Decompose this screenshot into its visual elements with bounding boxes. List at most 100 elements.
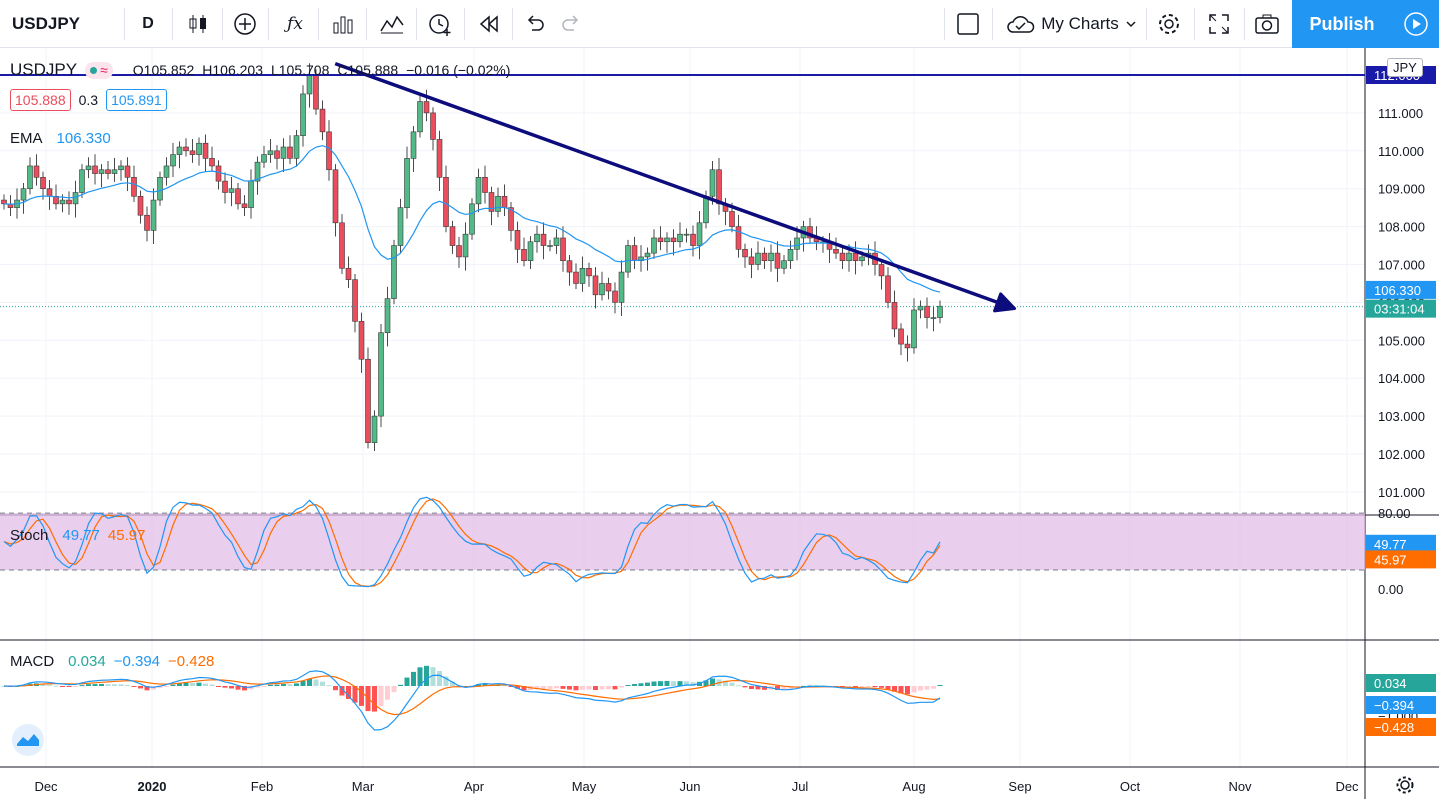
macd-histogram-bar bbox=[372, 686, 377, 712]
camera-snapshot-icon[interactable] bbox=[1252, 0, 1282, 48]
candle-body bbox=[150, 199, 157, 231]
macd-histogram-bar bbox=[417, 667, 423, 686]
candle-body bbox=[599, 283, 605, 296]
candle-body bbox=[274, 150, 280, 159]
legend-status-dot-icon[interactable]: ≈ bbox=[85, 61, 113, 79]
macd-histogram-bar bbox=[918, 686, 923, 691]
candle-body bbox=[586, 267, 592, 277]
bid-price[interactable]: 105.888 bbox=[10, 89, 71, 111]
candle-body bbox=[189, 150, 196, 155]
trendline[interactable] bbox=[334, 61, 1017, 313]
macd-histogram-bar bbox=[664, 680, 670, 686]
toolbar-divider bbox=[1146, 8, 1147, 40]
macd-histogram-bar bbox=[515, 686, 520, 689]
candle-body bbox=[423, 101, 430, 114]
macd-histogram-bar bbox=[203, 683, 208, 686]
macd-histogram-bar bbox=[476, 684, 481, 686]
candle-body bbox=[287, 146, 293, 159]
macd-histogram-bar bbox=[255, 686, 260, 688]
macd-histogram-bar bbox=[723, 680, 728, 686]
symbol-search-button[interactable]: USDJPY bbox=[12, 14, 81, 33]
chart-type-candles-icon[interactable] bbox=[184, 0, 212, 48]
my-charts-button[interactable]: My Charts bbox=[1000, 0, 1142, 48]
price-tick-label: 103.000 bbox=[1378, 409, 1425, 424]
macd-histogram-bar bbox=[138, 686, 143, 689]
candle-body bbox=[768, 252, 774, 262]
candle-body bbox=[748, 256, 755, 265]
macd-histogram-bar bbox=[125, 685, 130, 687]
replay-icon[interactable] bbox=[476, 0, 502, 48]
compare-chart-icon[interactable] bbox=[378, 0, 406, 48]
time-axis-settings-icon[interactable] bbox=[1396, 776, 1414, 794]
macd-histogram-bar bbox=[911, 686, 917, 693]
compare-add-icon[interactable] bbox=[232, 0, 258, 48]
macd-hist-tag: 0.034 bbox=[1374, 676, 1407, 691]
horizontal-line[interactable] bbox=[0, 74, 1365, 308]
publish-button[interactable]: Publish bbox=[1292, 0, 1392, 48]
ema-legend-label[interactable]: EMA bbox=[10, 130, 43, 147]
price-tick-label: 107.000 bbox=[1378, 258, 1425, 273]
layout-square-icon[interactable] bbox=[954, 0, 982, 48]
macd-histogram-bar bbox=[112, 684, 117, 686]
macd-histogram-bar bbox=[905, 686, 910, 695]
indicators-fx-icon[interactable]: ƒx bbox=[287, 14, 303, 34]
candle-body bbox=[514, 230, 521, 250]
redo-icon[interactable] bbox=[558, 0, 584, 48]
currency-badge[interactable]: JPY bbox=[1387, 58, 1423, 77]
candle-body bbox=[898, 328, 904, 345]
candle-body bbox=[66, 199, 72, 205]
macd-histogram-bar bbox=[742, 686, 748, 688]
templates-icon[interactable] bbox=[330, 0, 356, 48]
candle-body bbox=[410, 131, 417, 159]
macd-histogram-bar bbox=[222, 686, 228, 688]
undo-icon[interactable] bbox=[522, 0, 548, 48]
toolbar-divider bbox=[944, 8, 945, 40]
chart-canvas[interactable]: 111.000110.000109.000108.000107.000106.0… bbox=[0, 48, 1439, 799]
macd-histogram-bar bbox=[209, 684, 215, 686]
macd-histogram-bar bbox=[450, 681, 455, 686]
macd-histogram-bar bbox=[157, 686, 163, 689]
macd-histogram-bar bbox=[502, 685, 507, 687]
macd-hist-tag-bg bbox=[1366, 674, 1436, 692]
stoch-tick-label: 80.00 bbox=[1378, 506, 1411, 521]
play-circle-icon[interactable] bbox=[1392, 0, 1439, 48]
candle-body bbox=[625, 245, 631, 273]
fullscreen-icon[interactable] bbox=[1204, 0, 1234, 48]
candle-body bbox=[248, 180, 254, 208]
interval-button[interactable]: D bbox=[142, 15, 154, 32]
time-axis[interactable]: Dec 2020 Feb Mar Apr May Jun Jul Aug Sep Oct Nov Dec bbox=[34, 779, 1359, 794]
candle-body bbox=[508, 207, 514, 231]
macd-histogram-bar bbox=[651, 681, 657, 686]
macd-histogram-bar bbox=[658, 681, 663, 686]
candle-body bbox=[241, 203, 248, 208]
candle-body bbox=[787, 249, 794, 262]
candle-body bbox=[170, 154, 176, 167]
macd-histogram-bar bbox=[619, 686, 624, 688]
macd-histogram-bar bbox=[131, 686, 137, 687]
legend-symbol[interactable]: USDJPY bbox=[10, 60, 78, 79]
candle-body bbox=[573, 271, 579, 284]
candle-body bbox=[891, 302, 898, 330]
candle-body bbox=[20, 188, 27, 201]
candle-body bbox=[371, 415, 378, 443]
ask-price[interactable]: 105.891 bbox=[106, 89, 167, 111]
price-axis[interactable]: 111.000110.000109.000108.000107.000106.0… bbox=[1366, 66, 1436, 500]
stoch-legend-label[interactable]: Stoch bbox=[10, 527, 49, 544]
candle-body bbox=[612, 290, 618, 303]
tv-logo-icon[interactable] bbox=[12, 724, 44, 756]
macd-histogram-bar bbox=[846, 686, 852, 687]
alert-clock-icon[interactable] bbox=[426, 0, 454, 48]
time-axis-label: Aug bbox=[902, 779, 925, 794]
candle-body bbox=[352, 279, 358, 322]
macd-legend: MACD 0.034 −0.394 −0.428 bbox=[10, 653, 214, 670]
candle-body bbox=[664, 237, 670, 243]
stoch-k-tag-bg bbox=[1366, 534, 1436, 553]
candle-body bbox=[365, 358, 371, 443]
toolbar-divider bbox=[512, 8, 513, 40]
candle-body bbox=[761, 252, 768, 262]
settings-gear-icon[interactable] bbox=[1154, 0, 1184, 48]
macd-legend-label[interactable]: MACD bbox=[10, 653, 55, 670]
countdown-tag-bg bbox=[1366, 299, 1436, 318]
